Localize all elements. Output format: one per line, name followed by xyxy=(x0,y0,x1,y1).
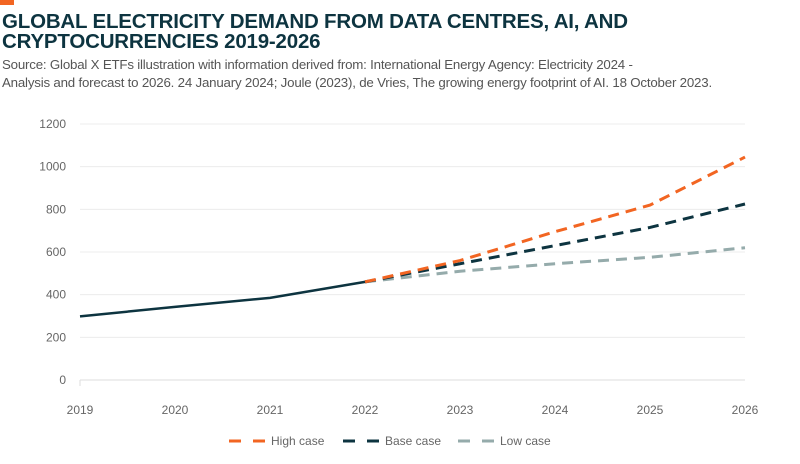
legend-label: High case xyxy=(271,434,325,448)
title-line-1: GLOBAL ELECTRICITY DEMAND FROM DATA CENT… xyxy=(2,10,628,33)
accent-bar xyxy=(0,0,14,5)
x-tick-label: 2022 xyxy=(352,403,379,417)
x-tick-label: 2025 xyxy=(637,403,664,417)
x-tick-label: 2023 xyxy=(447,403,474,417)
y-tick-label: 400 xyxy=(46,288,66,302)
x-tick-label: 2026 xyxy=(732,403,759,417)
y-tick-label: 1000 xyxy=(39,160,66,174)
title-line-2: CRYPTOCURRENCIES 2019-2026 xyxy=(2,30,321,53)
source-note: Source: Global X ETFs illustration with … xyxy=(2,56,712,92)
historical-line xyxy=(79,280,366,318)
x-tick-label: 2021 xyxy=(257,403,284,417)
series-line-base-case xyxy=(364,202,746,284)
x-tick-label: 2024 xyxy=(542,403,569,417)
y-tick-label: 600 xyxy=(46,245,66,259)
legend-label: Low case xyxy=(500,434,551,448)
series-line-low-case xyxy=(364,246,746,284)
series-line-high-case xyxy=(364,155,746,284)
x-tick-label: 2019 xyxy=(67,403,94,417)
x-tick-label: 2020 xyxy=(162,403,189,417)
y-tick-label: 800 xyxy=(46,202,66,216)
legend-label: Base case xyxy=(385,434,441,448)
y-tick-label: 200 xyxy=(46,330,66,344)
chart-title: GLOBAL ELECTRICITY DEMAND FROM DATA CENT… xyxy=(2,10,628,53)
y-tick-label: 1200 xyxy=(39,117,66,131)
source-line-1: Source: Global X ETFs illustration with … xyxy=(2,57,633,72)
source-line-2: Analysis and forecast to 2026. 24 Januar… xyxy=(2,75,712,90)
y-tick-label: 0 xyxy=(59,373,66,387)
